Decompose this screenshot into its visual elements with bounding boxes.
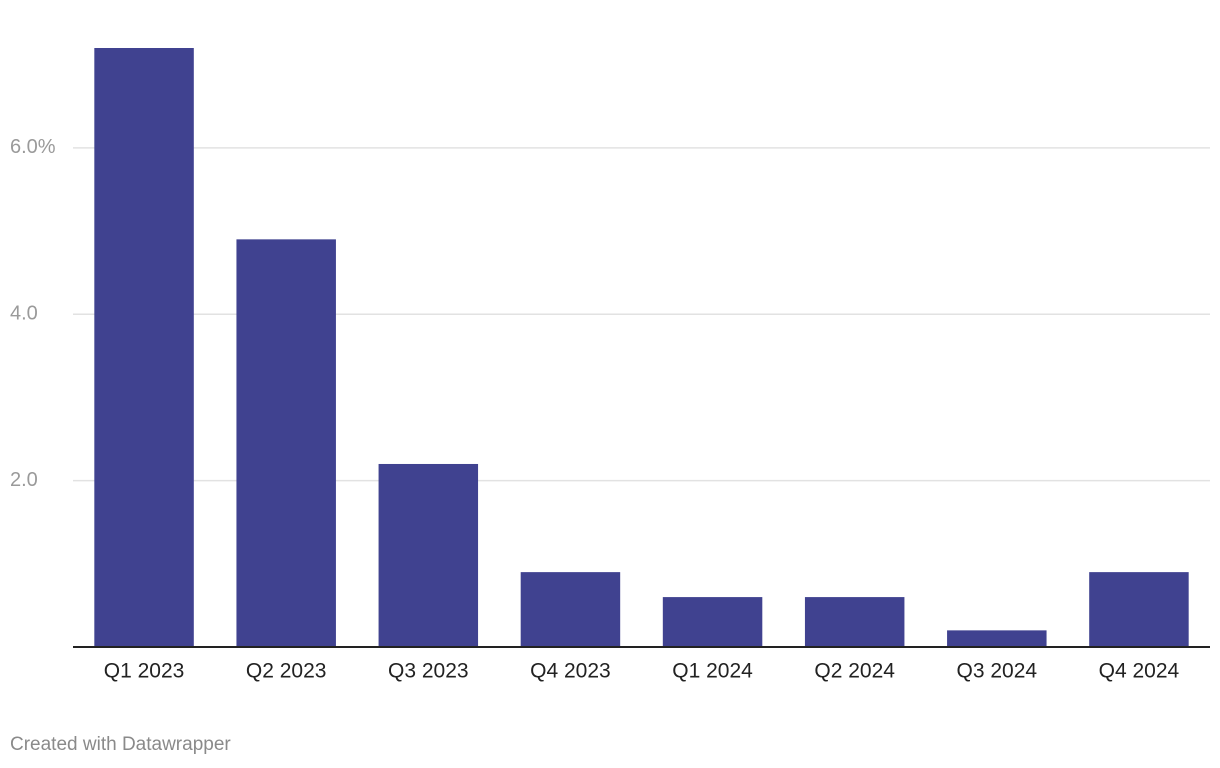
y-tick-label: 6.0% xyxy=(10,136,56,158)
y-tick-label: 4.0 xyxy=(10,303,38,325)
bar xyxy=(1089,572,1189,647)
bar xyxy=(804,597,905,647)
x-tick-label: Q3 2023 xyxy=(388,660,469,683)
x-tick-label: Q4 2023 xyxy=(530,660,611,683)
bar xyxy=(236,239,336,647)
bar xyxy=(378,463,479,647)
bar xyxy=(662,597,763,647)
x-tick-label: Q2 2023 xyxy=(246,660,327,683)
x-tick-label: Q1 2023 xyxy=(104,660,185,683)
bar xyxy=(947,630,1047,647)
x-tick-label: Q4 2024 xyxy=(1099,660,1180,683)
y-tick-label: 2.0 xyxy=(10,469,38,491)
x-tick-label: Q2 2024 xyxy=(814,660,895,683)
bar xyxy=(94,48,194,647)
credit: Created with Datawrapper xyxy=(10,734,231,755)
bar xyxy=(520,572,621,647)
x-tick-label: Q3 2024 xyxy=(957,660,1038,683)
x-tick-label: Q1 2024 xyxy=(672,660,753,683)
